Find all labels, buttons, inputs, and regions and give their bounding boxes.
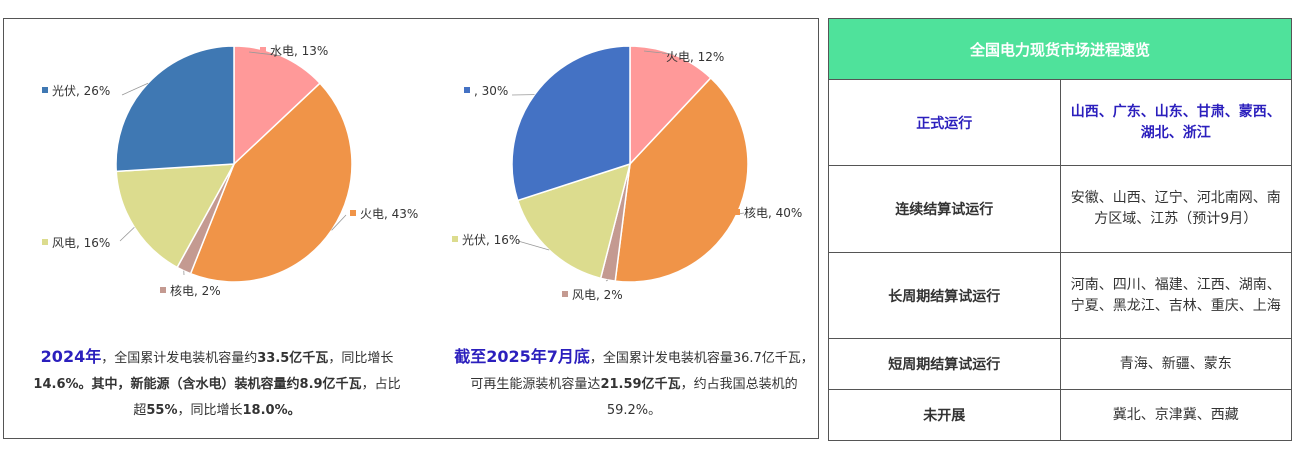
leader-line — [605, 279, 609, 282]
caption-text: ，全国累计发电装机容量约 — [101, 351, 258, 366]
leader-line — [331, 214, 347, 231]
table-title: 全国电力现货市场进程速览 — [828, 18, 1292, 80]
caption-year: 2024年 — [40, 347, 102, 366]
regions-cell: 冀北、京津冀、西藏 — [1059, 389, 1292, 441]
caption-text: ，约占我国总装机的59.2%。 — [606, 377, 798, 418]
slice-label: 火电, 43% — [360, 207, 418, 221]
slice-label: 核电, 40% — [744, 206, 802, 220]
table-row: 连续结算试运行 安徽、山西、辽宁、河北南网、南方区域、江苏（预计9月） — [828, 165, 1292, 253]
caption-text: ，占比超 — [133, 377, 401, 418]
caption-bold: 14.6%。其中，新能源（含水电）装机容量约 — [33, 377, 300, 392]
progress-table: 全国电力现货市场进程速览 正式运行 山西、广东、山东、甘肃、蒙西、湖北、浙江 连… — [828, 18, 1292, 441]
capacity-panel: 水电, 13% 火电, 43% 核电, 2% 风电, 16% 光伏, 26% 火电, 12… — [3, 18, 819, 439]
caption-bold: 33.5亿千瓦 — [257, 351, 329, 366]
slice-label: 光伏, 16% — [462, 233, 520, 247]
market-progress-panel: 全国电力现货市场进程速览 正式运行 山西、广东、山东、甘肃、蒙西、湖北、浙江 连… — [828, 18, 1292, 441]
leader-line — [517, 240, 550, 251]
caption-text: ，同比增长 — [328, 351, 394, 366]
regions-cell: 青海、新疆、蒙东 — [1059, 338, 1292, 391]
leader-line — [121, 82, 149, 96]
caption-bold: 18.0%。 — [242, 403, 301, 418]
legend-swatch — [42, 87, 48, 93]
slice-label: 火电, 12% — [666, 50, 724, 64]
stage-cell: 未开展 — [828, 389, 1061, 441]
pie-slice — [189, 82, 353, 283]
slice-label: 水电, 13% — [270, 44, 328, 58]
caption-text: ，全国累计发电装机容量36.7亿千瓦，可再生能源装机容量达 — [470, 351, 814, 392]
stage-cell: 连续结算试运行 — [828, 165, 1061, 253]
legend-swatch — [160, 287, 166, 293]
table-row: 未开展 冀北、京津冀、西藏 — [828, 389, 1292, 441]
caption-text: ，同比增长 — [177, 403, 243, 418]
slice-label: , 30% — [474, 84, 508, 98]
pie-charts: 水电, 13% 火电, 43% 核电, 2% 风电, 16% 光伏, 26% 火电, 12… — [42, 44, 802, 302]
legend-swatch — [452, 236, 458, 242]
stage-cell: 正式运行 — [828, 78, 1061, 167]
slice-label: 风电, 2% — [572, 288, 623, 302]
legend-swatch — [350, 210, 356, 216]
pie-slice — [629, 45, 712, 166]
pie-slice — [115, 45, 235, 173]
regions-cell: 河南、四川、福建、江西、湖南、宁夏、黑龙江、吉林、重庆、上海 — [1059, 251, 1292, 340]
caption-bold: 55% — [146, 403, 178, 418]
legend-swatch — [260, 47, 266, 53]
slice-label: 核电, 2% — [170, 284, 221, 298]
caption-date: 截至2025年7月底 — [454, 347, 590, 366]
stage-cell: 长周期结算试运行 — [828, 251, 1061, 340]
caption-2024: 2024年，全国累计发电装机容量约33.5亿千瓦，同比增长 14.6%。其中，新能… — [32, 344, 402, 424]
pie-slice — [511, 45, 631, 202]
legend-swatch — [734, 209, 740, 215]
stage-cell: 短周期结算试运行 — [828, 338, 1061, 391]
slice-label: 光伏, 26% — [52, 84, 110, 98]
legend-swatch — [464, 87, 470, 93]
leader-line — [119, 226, 135, 242]
leader-line — [248, 51, 281, 57]
legend-swatch — [656, 53, 662, 59]
regions-cell: 山西、广东、山东、甘肃、蒙西、湖北、浙江 — [1059, 78, 1292, 167]
table-row: 短周期结算试运行 青海、新疆、蒙东 — [828, 338, 1292, 391]
legend-swatch — [42, 239, 48, 245]
caption-bold: 8.9亿千瓦 — [299, 377, 362, 392]
pie-slice — [516, 162, 632, 280]
leader-line — [643, 50, 674, 55]
pie-slice — [115, 163, 236, 269]
regions-cell: 安徽、山西、辽宁、河北南网、南方区域、江苏（预计9月） — [1059, 165, 1292, 253]
table-row: 正式运行 山西、广东、山东、甘肃、蒙西、湖北、浙江 — [828, 78, 1292, 167]
legend-swatch — [562, 291, 568, 297]
caption-2025: 截至2025年7月底，全国累计发电装机容量36.7亿千瓦，可再生能源装机容量达2… — [449, 344, 819, 424]
slice-label: 风电, 16% — [52, 236, 110, 250]
caption-bold: 21.59亿千瓦 — [600, 377, 681, 392]
table-row: 长周期结算试运行 河南、四川、福建、江西、湖南、宁夏、黑龙江、吉林、重庆、上海 — [828, 251, 1292, 340]
